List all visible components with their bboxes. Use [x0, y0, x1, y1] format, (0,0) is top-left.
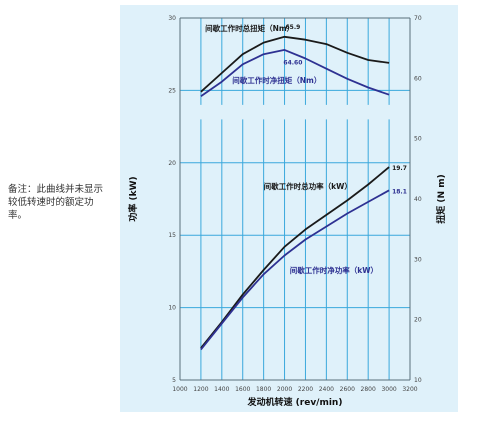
series-label: 间歇工作时总扭矩（Nm） [205, 23, 294, 33]
x-tick-label: 2600 [340, 386, 355, 393]
plot-background [120, 5, 458, 412]
net-power-line [200, 189, 390, 351]
x-tick-label: 2400 [319, 386, 334, 393]
y-right-axis-title: 扭矩 (N m) [435, 174, 447, 223]
end-value-label: 65.9 [286, 24, 301, 31]
series-label: 间歇工作时净扭矩（Nm） [232, 75, 321, 85]
y-left-tick-label: 10 [168, 305, 176, 312]
series-label: 间歇工作时净功率（kW） [290, 265, 378, 275]
y-right-tick-label: 30 [414, 256, 422, 263]
net-torque-line [200, 49, 390, 97]
y-left-tick-label: 30 [168, 15, 176, 22]
x-axis-title: 发动机转速 (rev/min) [247, 396, 343, 408]
x-tick-label: 2800 [361, 386, 376, 393]
y-left-axis-title: 功率 (kW) [127, 176, 139, 221]
x-tick-label: 1600 [235, 386, 250, 393]
y-right-tick-label: 10 [414, 377, 422, 384]
y-left-tick-label: 5 [172, 377, 176, 384]
y-right-tick-label: 70 [414, 15, 422, 22]
y-right-tick-label: 20 [414, 317, 422, 324]
y-right-tick-label: 40 [414, 196, 422, 203]
y-left-tick-label: 25 [168, 87, 176, 94]
x-tick-label: 2200 [298, 386, 313, 393]
x-tick-label: 3200 [402, 386, 417, 393]
note-text: 备注：此曲线并未显示较低转速时的额定功率。 [8, 184, 104, 221]
gross-torque-line [200, 35, 390, 93]
x-tick-label: 1200 [193, 386, 208, 393]
x-tick-label: 1800 [256, 386, 271, 393]
y-left-tick-label: 15 [168, 232, 176, 239]
x-tick-label: 1000 [172, 386, 187, 393]
y-left-tick-label: 20 [168, 160, 176, 167]
y-right-tick-label: 50 [414, 136, 422, 143]
end-value-label: 18.1 [392, 188, 407, 195]
x-tick-label: 2000 [277, 386, 292, 393]
end-value-label: 64.60 [283, 59, 302, 66]
y-right-tick-label: 60 [414, 75, 422, 82]
x-tick-label: 3000 [381, 386, 396, 393]
series-label: 间歇工作时总功率（kW） [264, 181, 352, 191]
end-value-label: 19.7 [392, 165, 407, 172]
gross-power-line [200, 166, 390, 349]
x-tick-label: 1400 [214, 386, 229, 393]
